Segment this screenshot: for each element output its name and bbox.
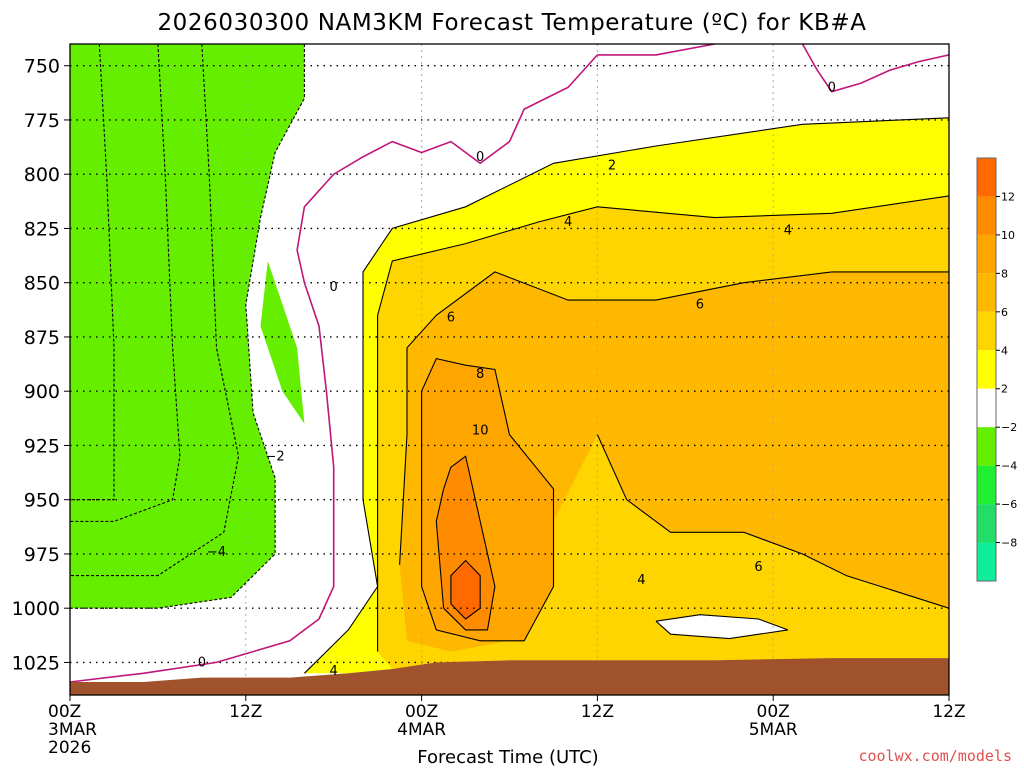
- y-tick-label: 750: [24, 56, 60, 78]
- x-tick-label: 4MAR: [397, 720, 446, 740]
- y-tick-label: 950: [24, 490, 60, 512]
- x-tick-label: 00Z: [757, 702, 790, 722]
- contour-positive: [655, 614, 789, 640]
- colorbar-band: [977, 504, 996, 543]
- colorbar-band: [977, 196, 996, 235]
- colorbar-label: 12: [1001, 190, 1015, 203]
- x-tick-label: 12Z: [932, 702, 965, 722]
- temperature-band: [450, 560, 481, 619]
- colorbar-label: −6: [1001, 498, 1017, 511]
- colorbar-label: −4: [1001, 460, 1017, 473]
- y-tick-label: 775: [24, 110, 60, 132]
- contour-zero: [801, 44, 949, 93]
- contour-positive: [377, 195, 949, 652]
- x-tick-label: 5MAR: [749, 720, 798, 740]
- chart-title: 2026030300 NAM3KM Forecast Temperature (…: [157, 10, 866, 36]
- colorbar-band: [977, 388, 996, 428]
- contour-label: 4: [784, 224, 792, 239]
- temperature-band: [260, 261, 305, 424]
- contour-positive: [435, 455, 496, 631]
- contour-label: 6: [447, 310, 455, 325]
- colorbar-band: [977, 311, 996, 351]
- contour-label: −2: [266, 449, 285, 464]
- watermark: coolwx.com/models: [858, 747, 1012, 765]
- terrain: [70, 658, 949, 695]
- contour-label: 10: [472, 423, 489, 438]
- y-tick-label: 1000: [12, 598, 60, 620]
- contour-positive: [596, 434, 949, 609]
- x-tick-label: 3MAR: [48, 720, 97, 740]
- contour-label: −4: [207, 545, 226, 560]
- colorbar-band: [977, 465, 996, 505]
- contour-label: 4: [564, 215, 572, 230]
- colorbar-band: [977, 158, 996, 197]
- temperature-band: [70, 44, 305, 609]
- y-tick-label: 850: [24, 273, 60, 295]
- x-tick-label: 2026: [48, 738, 91, 758]
- x-tick-label: 12Z: [229, 702, 262, 722]
- colorbar-band: [977, 234, 996, 274]
- colorbar-label: 4: [1001, 344, 1008, 357]
- contour-zero: [70, 54, 598, 683]
- contour-label: 6: [696, 297, 704, 312]
- y-tick-label: 900: [24, 381, 60, 403]
- plot-layers: 0 0 0 0 2 4 4 4 4 −4 −2 6 6 6 8 10 750 775 800 825 850 875 900…: [12, 43, 1017, 758]
- colorbar-label: 10: [1001, 229, 1015, 242]
- contour-label: 0: [330, 280, 338, 295]
- contour-positive: [450, 559, 481, 620]
- contour-positive: [421, 357, 555, 642]
- contour-negative: [70, 44, 305, 609]
- y-tick-label: 825: [24, 218, 60, 240]
- colorbar-band: [977, 542, 996, 581]
- contour-negative: [70, 44, 115, 501]
- contour-label: 6: [754, 560, 762, 575]
- contour-label: 0: [476, 150, 484, 165]
- colorbar-band: [977, 427, 996, 466]
- contour-label: 2: [608, 159, 616, 174]
- colorbar-label: 8: [1001, 267, 1008, 280]
- x-tick-label: 00Z: [405, 702, 438, 722]
- colorbar-band: [977, 350, 996, 389]
- temperature-band: [656, 614, 788, 639]
- x-axis-title: Forecast Time (UTC): [417, 747, 598, 768]
- y-tick-label: 1025: [12, 652, 60, 674]
- contour-negative: [70, 44, 181, 522]
- y-tick-label: 975: [24, 544, 60, 566]
- y-tick-label: 925: [24, 435, 60, 457]
- contour-label: 4: [637, 573, 645, 588]
- colorbar-label: −8: [1001, 537, 1017, 550]
- contour-label: 8: [476, 367, 484, 382]
- x-tick-label: 12Z: [581, 702, 614, 722]
- contour-negative: [70, 44, 240, 577]
- colorbar-label: 2: [1001, 383, 1008, 396]
- contour-label: 0: [198, 655, 206, 670]
- colorbar-label: −2: [1001, 421, 1017, 434]
- x-tick-label: 00Z: [48, 702, 81, 722]
- colorbar-band: [977, 273, 996, 312]
- contour-label: 4: [330, 664, 338, 679]
- contour-label: 0: [828, 80, 836, 95]
- contour-zero: [597, 44, 715, 56]
- plot-frame: [69, 43, 950, 696]
- y-tick-label: 800: [24, 164, 60, 186]
- colorbar-frame: [976, 157, 997, 582]
- colorbar-label: 6: [1001, 306, 1008, 319]
- y-tick-label: 875: [24, 327, 60, 349]
- contour-positive: [399, 271, 949, 565]
